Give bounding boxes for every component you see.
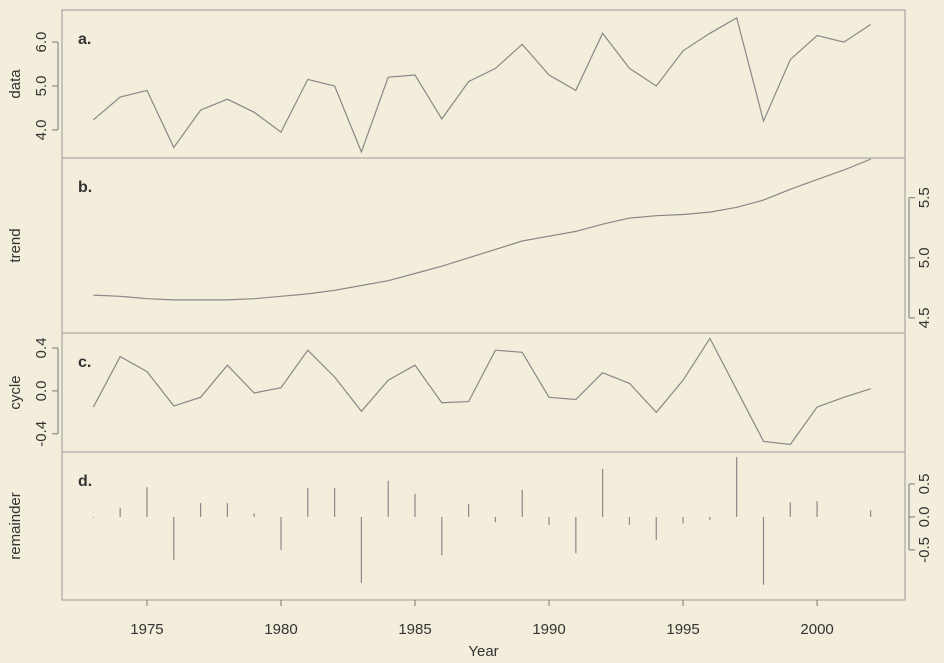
panel-frame — [61, 157, 906, 334]
y-tick-label: 6.0 — [33, 32, 50, 53]
y-tick-label: 5.0 — [33, 76, 50, 97]
y-axis-label: data — [7, 69, 24, 99]
data-line — [93, 16, 872, 154]
x-tick-label: 1980 — [264, 621, 297, 638]
y-tick-label: 0.5 — [916, 474, 933, 495]
y-axis-label: trend — [7, 228, 24, 262]
y-tick-label: 4.0 — [33, 119, 50, 140]
panel-annotation: b. — [78, 179, 92, 196]
panel-frame — [61, 332, 906, 453]
y-tick-label: 4.5 — [916, 308, 933, 329]
y-axis-label: remainder — [7, 492, 24, 560]
y-tick-label: -0.5 — [916, 537, 933, 563]
x-tick-label: 1995 — [666, 621, 699, 638]
y-tick-label: 0.0 — [33, 380, 50, 401]
y-tick-label: 0.0 — [916, 507, 933, 528]
x-tick-label: 1975 — [130, 621, 163, 638]
y-tick-label: 0.4 — [33, 338, 50, 359]
panel-annotation: d. — [78, 473, 92, 490]
x-tick-label: 1985 — [398, 621, 431, 638]
data-line — [93, 158, 871, 301]
data-line — [92, 337, 871, 446]
panel-frame — [61, 451, 906, 601]
y-tick-label: -0.4 — [33, 421, 50, 447]
panel-annotation: a. — [78, 31, 91, 48]
panel-annotation: c. — [78, 354, 91, 371]
panel-frame — [61, 9, 906, 159]
y-axis-label: cycle — [7, 375, 24, 409]
x-axis-label: Year — [468, 643, 498, 660]
x-tick-label: 1990 — [532, 621, 565, 638]
y-tick-label: 5.0 — [916, 247, 933, 268]
x-tick-label: 2000 — [800, 621, 833, 638]
y-tick-label: 5.5 — [916, 187, 933, 208]
